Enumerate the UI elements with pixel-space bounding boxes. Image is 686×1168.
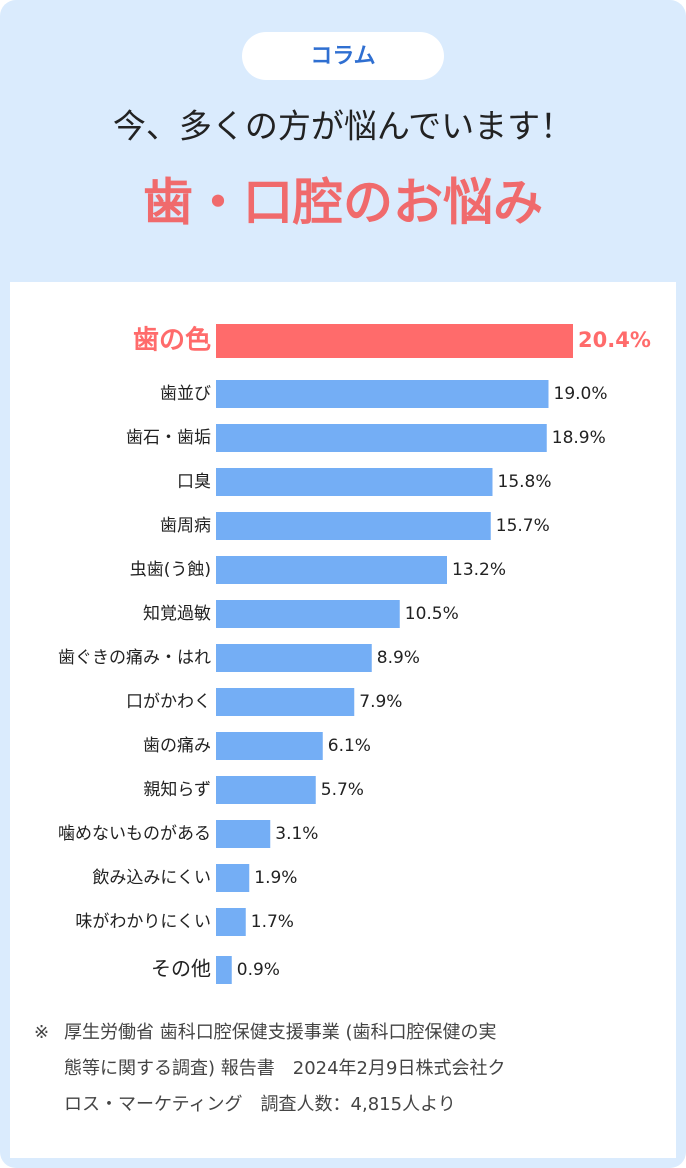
bar xyxy=(216,512,491,540)
value-label: 18.9% xyxy=(552,428,606,448)
category-label: 歯並び xyxy=(160,384,211,404)
value-label: 15.8% xyxy=(498,472,552,492)
value-label: 15.7% xyxy=(496,516,550,536)
bar xyxy=(216,688,355,716)
value-label: 1.9% xyxy=(254,868,297,888)
category-label: 親知らず xyxy=(143,780,211,800)
subtitle: 歯・口腔のお悩み xyxy=(143,174,543,232)
value-label: 3.1% xyxy=(275,824,318,844)
bar xyxy=(216,600,400,628)
bar xyxy=(216,864,250,892)
note-line: ロス・マーケティング 調査人数：4,815人より xyxy=(64,1094,456,1115)
category-label: 歯ぐきの痛み・はれ xyxy=(58,648,211,668)
category-label: 口臭 xyxy=(177,472,211,492)
bar xyxy=(216,556,447,584)
value-label: 1.7% xyxy=(251,912,294,932)
category-label: その他 xyxy=(151,957,211,981)
value-label: 13.2% xyxy=(452,560,506,580)
value-label: 10.5% xyxy=(405,604,459,624)
bar xyxy=(216,468,493,496)
bar xyxy=(216,324,573,358)
category-label: 知覚過敏 xyxy=(143,604,211,624)
category-label: 歯周病 xyxy=(160,516,211,536)
bar xyxy=(216,956,232,984)
note-line: 態等に関する調査) 報告書 2024年2月9日株式会社ク xyxy=(64,1058,505,1079)
note-line: 厚生労働省 歯科口腔保健支援事業 (歯科口腔保健の実 xyxy=(64,1022,496,1043)
category-label: 歯の色 xyxy=(133,325,211,356)
bar xyxy=(216,732,323,760)
bar xyxy=(216,820,271,848)
category-label: 味がわかりにくい xyxy=(75,912,211,932)
value-label: 7.9% xyxy=(359,692,402,712)
category-label: 口がかわく xyxy=(126,692,211,712)
category-label: 飲み込みにくい xyxy=(92,868,211,888)
value-label: 5.7% xyxy=(321,780,364,800)
value-label: 6.1% xyxy=(328,736,371,756)
category-label: 歯の痛み xyxy=(143,736,211,756)
category-label: 虫歯(う蝕) xyxy=(130,560,211,580)
bar xyxy=(216,424,547,452)
note-mark: ※ xyxy=(34,1022,49,1043)
value-label: 19.0% xyxy=(554,384,608,404)
category-label: 噛めないものがある xyxy=(58,824,211,844)
title: 今、多くの方が悩んでいます！ xyxy=(113,107,573,146)
value-label: 0.9% xyxy=(237,960,280,980)
category-label: 歯石・歯垢 xyxy=(126,428,211,448)
badge xyxy=(242,32,444,80)
value-label: 20.4% xyxy=(578,328,651,352)
bar xyxy=(216,380,549,408)
value-label: 8.9% xyxy=(377,648,420,668)
bar xyxy=(216,644,372,672)
bar xyxy=(216,776,316,804)
badge-text: コラム xyxy=(310,44,375,69)
bar xyxy=(216,908,246,936)
